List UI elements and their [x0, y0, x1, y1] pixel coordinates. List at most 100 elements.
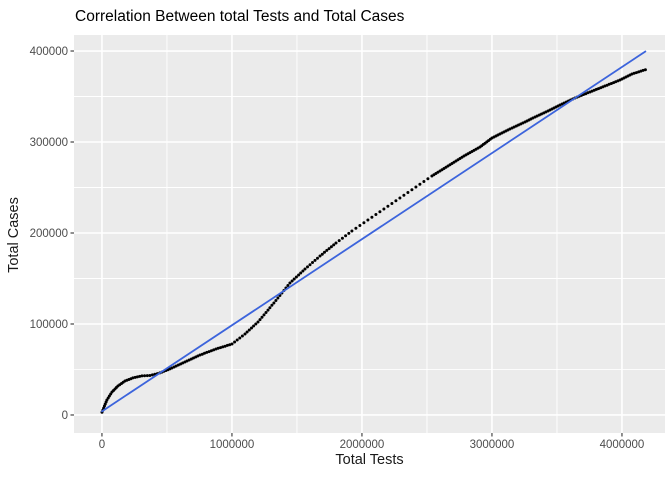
scatter-point [138, 374, 142, 378]
scatter-point [292, 277, 296, 281]
scatter-point [320, 252, 324, 256]
scatter-point [235, 338, 239, 342]
scatter-point [362, 221, 366, 225]
scatter-point [394, 199, 398, 203]
scatter-point [332, 243, 336, 247]
scatter-point [274, 299, 278, 302]
scatter-point [347, 231, 351, 235]
scatter-point [258, 318, 262, 322]
scatter-point [378, 210, 382, 214]
scatter-point [230, 342, 234, 346]
scatter-point [316, 256, 319, 260]
scatter-point [414, 185, 418, 189]
scatter-point [221, 345, 225, 349]
y-axis-title: Total Cases [6, 197, 22, 273]
y-tick-label: 400000 [30, 46, 68, 58]
scatter-point [247, 328, 251, 332]
scatter-point [260, 315, 264, 319]
x-tick-label: 0 [99, 439, 105, 451]
scatter-point [354, 226, 358, 230]
scatter-point [198, 353, 202, 357]
x-axis-title: Total Tests [335, 452, 404, 468]
y-tick-label: 300000 [30, 137, 68, 149]
scatter-point [243, 332, 247, 336]
scatter-point [270, 303, 274, 307]
scatter-point [290, 279, 294, 283]
scatter-point [252, 324, 256, 328]
y-tick-label: 0 [62, 410, 68, 422]
scatter-point [402, 193, 406, 197]
trend-line [101, 50, 647, 413]
scatter-point [297, 273, 301, 277]
scatter-point [406, 191, 410, 194]
scatter-point [323, 250, 326, 254]
scatter-point [306, 265, 309, 269]
y-tick-label: 100000 [30, 319, 68, 331]
scatter-point [370, 215, 374, 219]
scatter-point [382, 207, 386, 211]
scatter-point [311, 261, 314, 264]
scatter-point [334, 241, 338, 245]
plot-title: Correlation Between total Tests and Tota… [75, 8, 405, 25]
scatter-point [240, 334, 244, 338]
scatter-point [212, 348, 216, 352]
scatter-point [327, 247, 331, 251]
scatter-point [150, 373, 154, 377]
scatter-point [148, 374, 152, 377]
scatter-point [145, 374, 149, 378]
scatter-point [245, 330, 249, 334]
scatter-point [268, 306, 272, 310]
scatter-point [262, 313, 266, 317]
scatter-point [140, 374, 144, 378]
scatter-point [398, 196, 402, 200]
scatter-point [426, 177, 430, 181]
scatter-point [325, 248, 329, 252]
scatter-point [209, 349, 213, 353]
scatter-point [344, 234, 348, 238]
scatter-point [634, 71, 638, 75]
scatter-point [225, 343, 229, 347]
x-tick-label: 3000000 [470, 439, 515, 451]
scatter-point [340, 236, 344, 240]
x-tick-label: 1000000 [210, 439, 255, 451]
scatter-point [254, 322, 258, 326]
scatter-point [308, 263, 312, 267]
scatter-point [422, 180, 426, 183]
scatter-point [250, 326, 253, 330]
scatter-point [256, 320, 260, 324]
scatter-point [350, 229, 354, 233]
scatter-point [219, 346, 222, 350]
scatter-point [203, 351, 206, 355]
scatter-point [299, 271, 303, 275]
scatter-point [207, 350, 211, 354]
scatter-point [303, 267, 307, 271]
scatter-point [135, 375, 139, 379]
scatter-point [643, 68, 647, 72]
scatter-point [238, 336, 242, 340]
scatter-point [288, 281, 292, 285]
scatter-point [329, 245, 333, 249]
scatter-point [276, 296, 280, 300]
scatter-point [228, 343, 232, 347]
scatter-point [390, 202, 394, 205]
scatter-point [131, 376, 135, 380]
y-tick-label: 200000 [30, 228, 68, 240]
scatter-point [418, 182, 422, 186]
scatter-point [386, 204, 390, 208]
scatter-point [266, 308, 270, 312]
scatter-point [205, 350, 209, 354]
scatter-point [233, 340, 237, 344]
scatter-point [318, 254, 322, 258]
scatter-point [286, 284, 290, 287]
scatter-point [313, 258, 317, 262]
scatter-point [264, 311, 268, 314]
scatter-point [143, 374, 147, 378]
scatter-point [272, 301, 276, 305]
scatter-point [410, 188, 414, 192]
scatter-point [337, 239, 341, 243]
scatter-point [294, 275, 298, 279]
scatter-point [216, 346, 220, 350]
scatter-point [366, 218, 370, 222]
